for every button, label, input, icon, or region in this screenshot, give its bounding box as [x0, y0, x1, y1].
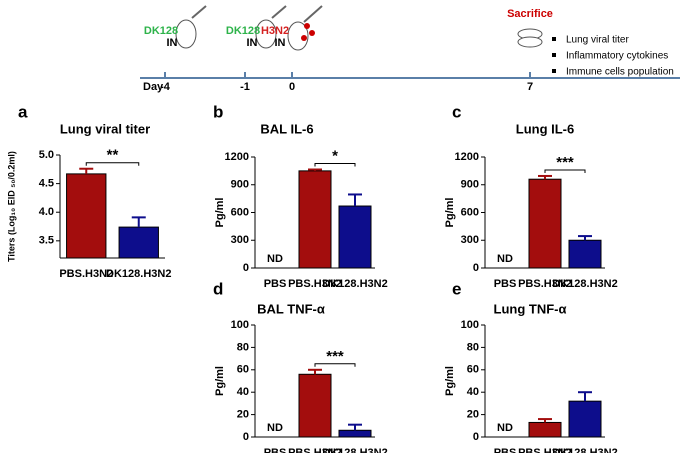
y-tick-label: 80 [467, 341, 479, 353]
panel-letter: e [452, 279, 461, 298]
readout: Lung viral titer [566, 35, 629, 46]
bar [568, 239, 602, 269]
panel-letter: a [18, 102, 28, 121]
chart-title: Lung viral titer [60, 121, 150, 136]
bar [338, 429, 372, 438]
readout: Inflammatory cytokines [566, 51, 668, 62]
y-axis-label: Titers (Log₁₀ EID ₅₀/0.2ml) [6, 151, 16, 262]
y-tick-label: 600 [231, 206, 249, 218]
y-tick-label: 1200 [225, 151, 249, 163]
timeline: DK128 IN DK128 IN H3N2 IN Sacrifice Day … [140, 5, 680, 93]
x-tick-label: DK128.H3N2 [552, 278, 617, 290]
value-label: ND [497, 422, 513, 434]
x-tick-label: PBS.H3N2 [288, 278, 342, 290]
x-tick-label: PBS.H3N2 [518, 278, 572, 290]
event-route: IN [275, 37, 286, 49]
bar [338, 205, 372, 269]
significance-bracket [314, 363, 356, 367]
x-tick-label: PBS [494, 447, 517, 453]
y-tick-label: 100 [231, 319, 249, 331]
y-tick-label: 60 [467, 364, 479, 376]
day-tick: 0 [289, 81, 295, 93]
y-tick-label: 3.5 [39, 235, 54, 247]
x-tick-label: DK128.H3N2 [322, 447, 387, 453]
bar [528, 178, 562, 269]
x-tick-label: DK128.H3N2 [106, 268, 171, 280]
panel-letter: d [213, 279, 223, 298]
event-name: DK128 [226, 25, 260, 37]
chart-title: BAL IL-6 [260, 121, 313, 136]
event-name: H3N2 [261, 25, 289, 37]
y-axis-label: Pg/ml [214, 198, 226, 228]
bar [298, 170, 332, 269]
bar [118, 226, 159, 259]
y-tick-label: 1200 [455, 151, 479, 163]
day-tick: -4 [160, 81, 171, 93]
y-axis-label: Pg/ml [214, 366, 226, 396]
significance-label: ** [107, 147, 119, 164]
y-tick-label: 100 [461, 319, 479, 331]
day-label: Day [143, 81, 164, 93]
event-name: DK128 [144, 25, 178, 37]
x-tick-label: DK128.H3N2 [322, 278, 387, 290]
bar [66, 173, 107, 259]
y-tick-label: 40 [467, 386, 479, 398]
event-name: Sacrifice [507, 8, 553, 20]
chart-title: BAL TNF-α [257, 301, 325, 316]
y-axis-label: Pg/ml [444, 366, 456, 396]
significance-bracket [85, 162, 140, 166]
y-tick-label: 5.0 [39, 149, 54, 161]
x-tick-label: PBS.H3N2 [288, 447, 342, 453]
y-tick-label: 900 [231, 179, 249, 191]
x-tick-label: PBS [264, 278, 287, 290]
chart-title: Lung TNF-α [494, 301, 567, 316]
event-route: IN [167, 37, 178, 49]
y-tick-label: 60 [237, 364, 249, 376]
significance-label: * [332, 147, 338, 164]
significance-bracket [544, 169, 586, 173]
y-tick-label: 20 [237, 409, 249, 421]
event-route: IN [247, 37, 258, 49]
y-tick-label: 0 [473, 431, 479, 443]
y-tick-label: 300 [461, 234, 479, 246]
value-label: ND [497, 253, 513, 265]
y-tick-label: 0 [473, 262, 479, 274]
y-tick-label: 4.0 [39, 206, 54, 218]
y-tick-label: 600 [461, 206, 479, 218]
panel-letter: b [213, 102, 223, 121]
x-tick-label: DK128.H3N2 [552, 447, 617, 453]
y-axis-label: Pg/ml [444, 198, 456, 228]
x-tick-label: PBS.H3N2 [59, 268, 113, 280]
day-tick: 7 [527, 81, 533, 93]
x-tick-label: PBS.H3N2 [518, 447, 572, 453]
value-label: ND [267, 422, 283, 434]
bar [528, 421, 562, 438]
panel-letter: c [452, 102, 461, 121]
x-tick-label: PBS [494, 278, 517, 290]
significance-bracket [314, 162, 356, 167]
y-tick-label: 20 [467, 409, 479, 421]
y-tick-label: 300 [231, 234, 249, 246]
bar [568, 400, 602, 438]
significance-label: *** [326, 348, 344, 365]
y-tick-label: 0 [243, 431, 249, 443]
significance-label: *** [556, 154, 574, 171]
y-tick-label: 80 [237, 341, 249, 353]
y-tick-label: 0 [243, 262, 249, 274]
x-tick-label: PBS [264, 447, 287, 453]
y-tick-label: 900 [461, 179, 479, 191]
chart-title: Lung IL-6 [516, 121, 575, 136]
readout: Immune cells population [566, 67, 674, 78]
day-tick: -1 [240, 81, 250, 93]
y-tick-label: 4.5 [39, 178, 54, 190]
bar [298, 373, 332, 438]
value-label: ND [267, 253, 283, 265]
y-tick-label: 40 [237, 386, 249, 398]
